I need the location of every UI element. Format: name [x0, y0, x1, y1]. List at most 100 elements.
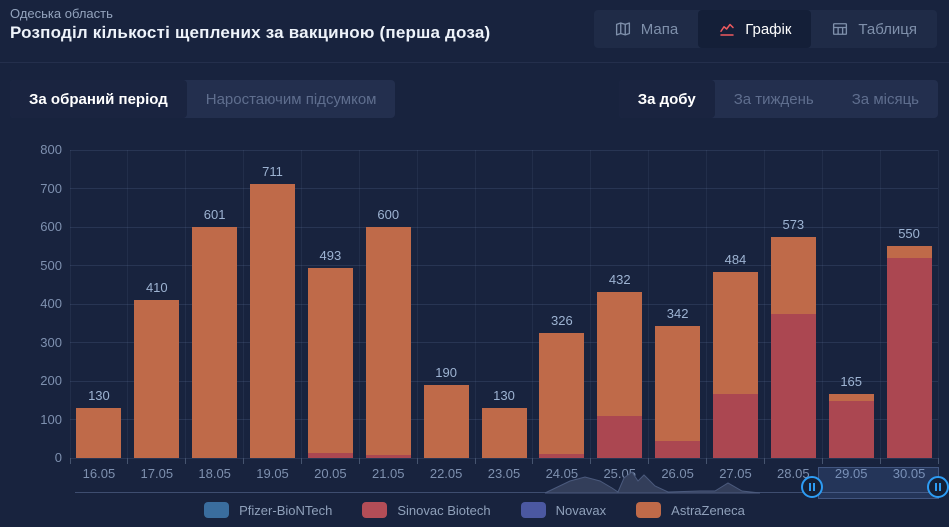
x-axis-tick — [879, 458, 881, 464]
bar-chart: 0 100 200 300 400 500 600 700 800 130 16.05 410 17.0… — [40, 142, 939, 481]
x-axis-category-label: 19.05 — [256, 466, 289, 481]
view-tabs: Мапа Графік Таблиця — [593, 10, 937, 48]
legend-swatch — [362, 502, 388, 518]
map-icon — [614, 20, 632, 38]
legend-swatch — [636, 502, 662, 518]
bar-segment-astrazeneca[interactable] — [192, 226, 238, 458]
legend-item-pfizer-biontech[interactable]: Pfizer-BioNTech — [204, 502, 332, 518]
bar-value-label: 484 — [724, 251, 747, 267]
bar-segment-sinovac-biotech[interactable] — [597, 415, 643, 458]
x-axis-tick — [243, 458, 245, 464]
bar-segment-astrazeneca[interactable] — [134, 300, 180, 458]
bar-segment-astrazeneca[interactable] — [250, 184, 296, 458]
bar-segment-sinovac-biotech[interactable] — [770, 313, 816, 458]
bar-segment-astrazeneca[interactable] — [539, 332, 585, 455]
tab-label: Таблиця — [858, 20, 917, 38]
tab-label: Мапа — [640, 20, 679, 38]
x-gridline — [590, 150, 592, 458]
bar-value-label: 342 — [666, 306, 689, 322]
granularity-option[interactable]: За добу — [618, 80, 715, 118]
x-axis-tick — [300, 458, 302, 464]
x-axis-category-label: 27.05 — [719, 466, 752, 481]
legend-label: AstraZeneca — [671, 502, 745, 518]
x-axis-tick — [69, 458, 71, 464]
y-axis-label: 0 — [54, 450, 62, 465]
bar-segment-astrazeneca[interactable] — [828, 394, 874, 402]
navigator-left-handle[interactable] — [801, 476, 823, 498]
bar-value-label: 550 — [898, 226, 920, 242]
navigator-right-handle[interactable] — [927, 476, 949, 498]
bar-segment-sinovac-biotech[interactable] — [307, 453, 353, 458]
bar-value-label: 432 — [608, 271, 631, 287]
navigator-selected-range[interactable] — [818, 467, 939, 499]
tab-chart[interactable]: Графік — [698, 10, 812, 48]
x-axis-category-label: 16.05 — [82, 466, 116, 481]
legend-swatch — [204, 502, 230, 518]
bar-value-label: 190 — [435, 364, 457, 380]
bar-segment-sinovac-biotech[interactable] — [828, 401, 874, 458]
bar-value-label: 573 — [782, 217, 805, 233]
period-option[interactable]: Наростаючим підсумком — [205, 90, 377, 108]
bar-segment-astrazeneca[interactable] — [712, 271, 758, 395]
legend-item-novavax[interactable]: Novavax — [520, 502, 607, 518]
x-axis-tick — [821, 458, 823, 464]
x-axis-tick — [937, 458, 939, 464]
x-gridline — [706, 150, 708, 458]
legend-label: Sinovac Biotech — [397, 502, 491, 518]
x-axis-category-label: 21.05 — [371, 466, 405, 481]
y-axis-label: 800 — [40, 142, 62, 157]
bar-segment-astrazeneca[interactable] — [597, 291, 643, 416]
x-gridline — [474, 150, 476, 458]
legend-label: Novavax — [555, 502, 607, 518]
chart-legend: Pfizer-BioNTech Sinovac Biotech Novavax Ast… — [0, 502, 949, 518]
bar-value-label: 326 — [551, 312, 573, 328]
x-axis-tick — [127, 458, 129, 464]
y-gridline — [70, 149, 938, 151]
x-axis-tick — [590, 458, 592, 464]
region-label: Одеська область — [10, 6, 113, 21]
bar-segment-astrazeneca[interactable] — [365, 227, 411, 455]
x-axis-tick — [648, 458, 650, 464]
bar-segment-astrazeneca[interactable] — [770, 237, 816, 314]
legend-item-astrazeneca[interactable]: AstraZeneca — [636, 502, 745, 518]
header-divider — [0, 62, 949, 63]
bar-value-label: 130 — [493, 387, 515, 403]
period-toggle: За обраний період Наростаючим підсумком — [10, 80, 396, 118]
granularity-option[interactable]: За тиждень — [733, 90, 814, 108]
bar-segment-astrazeneca[interactable] — [307, 268, 353, 454]
bar-segment-sinovac-biotech[interactable] — [655, 440, 701, 458]
bar-value-label: 130 — [88, 387, 110, 403]
y-gridline — [70, 188, 938, 189]
x-gridline — [243, 150, 245, 458]
bar-value-label: 493 — [319, 248, 342, 264]
x-gridline — [300, 150, 302, 458]
y-axis-label: 100 — [40, 411, 62, 427]
tab-table[interactable]: Таблиця — [811, 10, 937, 48]
bar-segment-astrazeneca[interactable] — [655, 326, 701, 441]
bar-value-label: 600 — [377, 207, 400, 222]
legend-label: Pfizer-BioNTech — [239, 502, 333, 518]
bar-segment-sinovac-biotech[interactable] — [539, 454, 585, 458]
bar-value-label: 711 — [262, 164, 283, 180]
legend-item-sinovac-biotech[interactable]: Sinovac Biotech — [362, 502, 491, 518]
y-gridline — [70, 303, 938, 305]
x-gridline — [532, 150, 534, 458]
bar-segment-astrazeneca[interactable] — [423, 384, 469, 458]
bar-value-label: 410 — [145, 280, 168, 296]
bar-segment-sinovac-biotech[interactable] — [886, 257, 932, 458]
bar-segment-astrazeneca[interactable] — [481, 407, 527, 458]
x-axis-tick — [763, 458, 765, 464]
y-axis-label: 400 — [40, 296, 62, 311]
bar-segment-sinovac-biotech[interactable] — [365, 454, 411, 458]
x-axis-tick — [474, 458, 476, 464]
tab-map[interactable]: Мапа — [594, 10, 698, 48]
bar-segment-sinovac-biotech[interactable] — [712, 394, 758, 458]
granularity-option[interactable]: За місяць — [851, 90, 919, 108]
bar-segment-astrazeneca[interactable] — [886, 246, 932, 258]
period-option[interactable]: За обраний період — [10, 80, 187, 118]
bar-segment-astrazeneca[interactable] — [76, 407, 122, 458]
y-gridline — [70, 226, 938, 228]
table-icon — [831, 20, 849, 38]
navigator-track[interactable] — [75, 492, 938, 493]
y-axis-label: 700 — [40, 180, 62, 196]
